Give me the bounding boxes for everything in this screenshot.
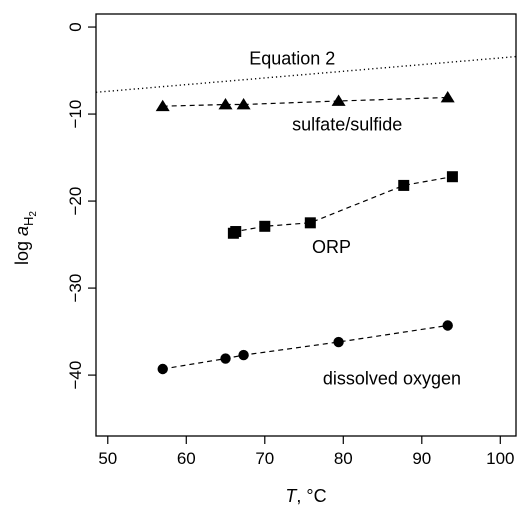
x-tick-label-70: 70 (255, 449, 274, 468)
y-tick-label--30: −30 (66, 274, 85, 303)
x-tick-label-100: 100 (486, 449, 514, 468)
x-axis-label: T, °C (285, 486, 326, 506)
x-tick-label-50: 50 (98, 449, 117, 468)
sulfate-sulfide-line (162, 96, 448, 107)
x-tick-label-60: 60 (177, 449, 196, 468)
x-axis-label-var: T (285, 486, 298, 506)
label-equation-2: Equation 2 (249, 48, 335, 68)
y-axis-label-log: log (12, 236, 32, 265)
data-series (155, 91, 458, 375)
plot-frame (95, 13, 517, 437)
dissolved-oxygen-point-4 (442, 320, 453, 331)
dissolved-oxygen-point-1 (220, 353, 231, 364)
y-tick-label-0: 0 (66, 22, 85, 31)
label-dissolved-oxygen: dissolved oxygen (323, 369, 461, 389)
sulfate-sulfide-point-0 (155, 99, 170, 112)
sulfate-sulfide-point-3 (331, 94, 346, 106)
axes: 50 60 70 80 90 100 0 −10 −20 −30 −40 (66, 22, 514, 468)
dissolved-oxygen-point-2 (238, 349, 249, 361)
orp-point-4 (398, 179, 410, 191)
label-sulfate-sulfide: sulfate/sulfide (292, 115, 402, 135)
equation-2-line (95, 55, 517, 93)
sulfate-sulfide-point-2 (236, 98, 251, 110)
orp-point-2 (259, 220, 271, 232)
y-tick-label--40: −40 (66, 361, 85, 390)
orp-point-1 (230, 226, 242, 238)
x-tick-label-80: 80 (334, 449, 353, 468)
y-axis-label-h: H (21, 217, 36, 226)
y-tick-label--20: −20 (66, 187, 85, 216)
dissolved-oxygen-point-0 (157, 363, 168, 375)
equation-2-series (95, 55, 517, 93)
label-orp: ORP (312, 237, 351, 257)
y-axis-label: log aH2 (12, 211, 39, 265)
annotations: Equation 2 sulfate/sulfide ORP dissolved ox… (249, 48, 461, 388)
orp-point-5 (446, 171, 458, 183)
y-tick-label--10: −10 (66, 100, 85, 129)
sulfate-sulfide-point-4 (440, 91, 455, 103)
x-axis-label-unit: , °C (296, 486, 326, 506)
dissolved-oxygen-point-3 (333, 336, 344, 348)
sulfate-sulfide-point-1 (218, 98, 233, 110)
plot-border (95, 13, 517, 437)
x-tick-label-90: 90 (412, 449, 431, 468)
y-axis-label-2: 2 (28, 211, 39, 217)
y-axis-label-a: a (12, 226, 32, 236)
orp-point-3 (304, 217, 316, 229)
dissolved-oxygen-line (162, 324, 448, 370)
